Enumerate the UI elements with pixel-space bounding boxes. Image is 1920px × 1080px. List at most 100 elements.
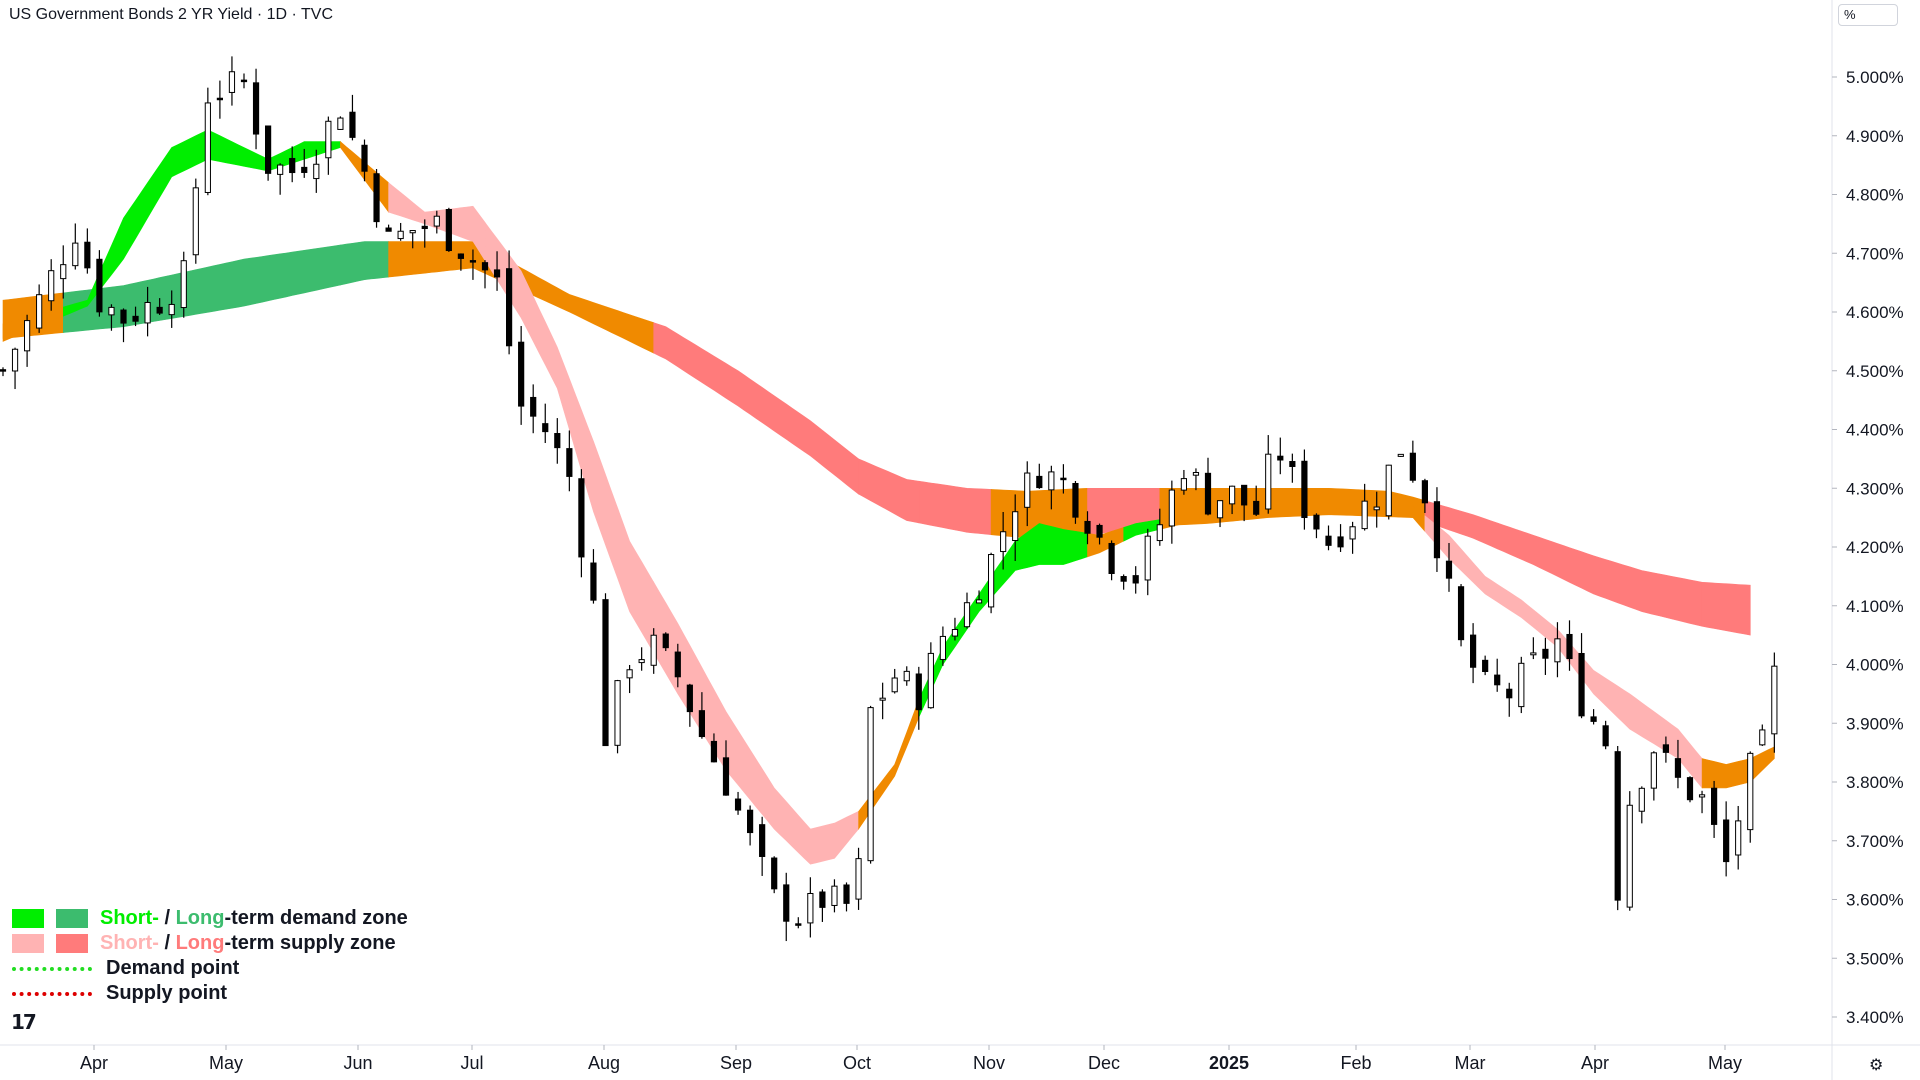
candle-body (975, 599, 983, 604)
candle-body (1229, 485, 1236, 505)
candle-body (36, 294, 43, 329)
candle-body (1397, 453, 1404, 457)
candle-body (1060, 477, 1067, 481)
y-tick-label: 4.400% (1846, 421, 1904, 440)
x-tick-label: Feb (1340, 1053, 1371, 1073)
candle-body (963, 602, 971, 628)
candle-body (927, 652, 934, 709)
candle-body (277, 164, 284, 175)
candle-body (132, 315, 139, 322)
tradingview-logo[interactable]: 17 (11, 1010, 37, 1034)
candle-body (1156, 524, 1163, 542)
candle-body (1301, 460, 1308, 519)
candle-body (939, 635, 946, 660)
candle-body (1542, 648, 1549, 659)
candle-body (1445, 560, 1453, 579)
legend: Short- / Long -term demand zone Short- /… (12, 906, 408, 1006)
candle-body (60, 264, 67, 280)
candle-body (662, 633, 669, 649)
candle-body (180, 260, 187, 309)
candle-body (469, 260, 477, 263)
candle-body (1096, 524, 1103, 538)
y-tick-label: 3.800% (1846, 773, 1904, 792)
candle-body (120, 309, 127, 324)
candle-body (1325, 535, 1332, 546)
candle-body (373, 173, 380, 223)
candle-body (1421, 480, 1429, 504)
y-tick-label: 4.800% (1846, 186, 1904, 205)
x-tick-label: Aug (588, 1053, 620, 1073)
candle-body (289, 157, 296, 174)
candle-body (1698, 794, 1706, 798)
candle-body (891, 677, 898, 693)
long-term-zone-segment (1701, 581, 1751, 636)
chart-title: US Government Bonds 2 YR Yield · 1D · TV… (9, 6, 333, 23)
gear-icon[interactable]: ⚙ (1869, 1055, 1884, 1074)
y-tick-label: 4.500% (1846, 362, 1904, 381)
long-term-zone-segment (858, 458, 920, 524)
candle-body (421, 225, 428, 230)
candle-body (819, 891, 826, 908)
demand-point-swatch (12, 966, 92, 971)
candle-body (1144, 535, 1151, 581)
legend-demand-suffix: -term demand zone (224, 907, 408, 929)
unit-selector[interactable]: % (1838, 4, 1898, 26)
candle-body (493, 269, 501, 278)
candle-body (638, 659, 645, 664)
candle-body (1349, 526, 1356, 540)
candle-body (554, 433, 561, 449)
candle-body (951, 629, 959, 637)
candle-body (1048, 471, 1055, 491)
legend-demand-long: Long (175, 907, 225, 929)
candle-body (518, 341, 525, 407)
x-tick-label: Jun (343, 1053, 372, 1073)
candle-body (1289, 461, 1296, 467)
short-demand-swatch (12, 909, 44, 928)
y-tick-label: 4.000% (1846, 656, 1904, 675)
y-tick-label: 4.100% (1846, 597, 1904, 616)
legend-row-demand-point: Demand point (12, 956, 408, 981)
candle-body (325, 120, 332, 159)
candle-body (445, 209, 452, 252)
y-tick-label: 4.600% (1846, 303, 1904, 322)
y-tick-label: 3.500% (1846, 949, 1904, 968)
candle-body (1277, 455, 1284, 461)
candle-body (1457, 586, 1465, 641)
candle-body (1108, 542, 1115, 574)
candle-body (1735, 820, 1742, 856)
candle-body (915, 673, 922, 711)
candle-body (626, 669, 633, 679)
y-tick-label: 3.400% (1846, 1008, 1904, 1027)
long-term-zone-segment (918, 480, 992, 536)
candle-body (1385, 464, 1392, 517)
x-tick-label: May (209, 1053, 243, 1073)
legend-supply-sep: / (158, 932, 176, 954)
candle-body (722, 757, 730, 796)
y-tick-label: 4.700% (1846, 244, 1904, 263)
short-supply-swatch (12, 934, 44, 953)
candle-body (1723, 819, 1730, 863)
short-term-zone-segment (653, 581, 859, 865)
legend-supply-suffix: -term supply zone (224, 932, 396, 954)
candle-body (1361, 500, 1368, 530)
candle-body (265, 125, 272, 174)
candle-body (1180, 478, 1188, 491)
candle-body (1253, 500, 1260, 515)
candle-body (204, 102, 211, 193)
candle-body (144, 301, 151, 324)
candle-body (11, 348, 19, 372)
candle-body (1578, 652, 1585, 717)
candle-body (1192, 472, 1200, 476)
candle-body (566, 448, 573, 477)
candle-body (192, 187, 199, 256)
legend-demand-sep: / (158, 907, 176, 929)
candle-body (506, 268, 513, 347)
candle-body (542, 423, 549, 433)
y-tick-label: 3.900% (1846, 714, 1904, 733)
x-tick-label: Mar (1455, 1053, 1486, 1073)
candle-body (1216, 500, 1224, 519)
x-tick-label: Jul (460, 1053, 483, 1073)
candle-body (1711, 787, 1718, 825)
